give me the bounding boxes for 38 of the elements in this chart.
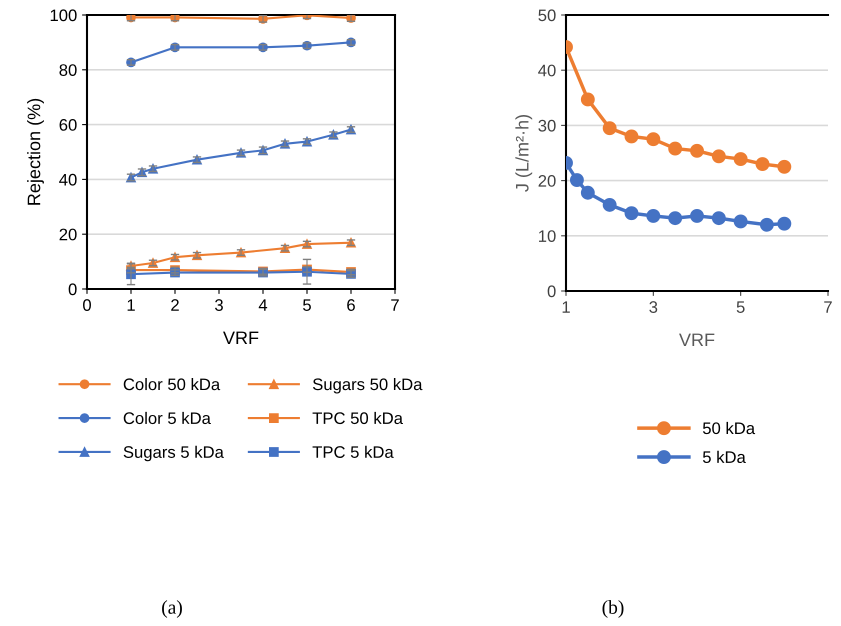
legend-label: Sugars 5 kDa bbox=[124, 446, 224, 462]
x-tick-label: 7 bbox=[824, 301, 832, 313]
y-tick-label: 40 bbox=[538, 64, 556, 76]
y-tick-label: 20 bbox=[538, 175, 556, 187]
text: (b) bbox=[602, 600, 624, 618]
y-tick-label: 20 bbox=[60, 228, 77, 240]
y-tick-label: 0 bbox=[68, 283, 77, 296]
y-tick-label: 100 bbox=[50, 9, 77, 22]
x-tick-label: 6 bbox=[347, 299, 355, 311]
x-tick-label: 2 bbox=[171, 299, 179, 311]
x-axis-title: VRF bbox=[679, 334, 714, 346]
x-tick-label: 7 bbox=[391, 299, 399, 311]
y-tick-label: 30 bbox=[538, 120, 556, 132]
x-axis-title: VRF bbox=[223, 332, 258, 344]
y-tick-label: 80 bbox=[59, 64, 77, 76]
y-axis-title: J (L/m²·h) bbox=[515, 115, 532, 192]
legend-label: Color 50 kDa bbox=[124, 378, 220, 390]
y-axis-title: Rejection (%) bbox=[27, 98, 44, 205]
y-tick-label: 0 bbox=[548, 285, 556, 298]
legend-label: Color 5 kDa bbox=[124, 412, 211, 424]
x-tick-label: 0 bbox=[83, 299, 91, 311]
legend-label: TPC 50 kDa bbox=[312, 412, 403, 424]
x-tick-label: 5 bbox=[736, 301, 745, 313]
legend-label: Sugars 50 kDa bbox=[312, 378, 422, 394]
x-tick-label: 1 bbox=[128, 299, 135, 311]
legend-label: 5 kDa bbox=[702, 450, 746, 464]
x-tick-label: 1 bbox=[562, 301, 570, 313]
y-tick-label: 10 bbox=[539, 230, 556, 242]
x-tick-label: 4 bbox=[258, 299, 268, 311]
y-tick-label: 40 bbox=[59, 174, 77, 186]
x-tick-label: 3 bbox=[649, 301, 658, 313]
y-tick-label: 60 bbox=[60, 119, 77, 131]
legend-label: TPC 5 kDa bbox=[312, 446, 394, 458]
y-tick-label: 50 bbox=[538, 9, 556, 22]
x-tick-label: 3 bbox=[215, 299, 223, 311]
x-tick-label: 5 bbox=[303, 299, 311, 311]
text: (a) bbox=[162, 600, 182, 618]
legend-label: 50 kDa bbox=[702, 422, 756, 434]
